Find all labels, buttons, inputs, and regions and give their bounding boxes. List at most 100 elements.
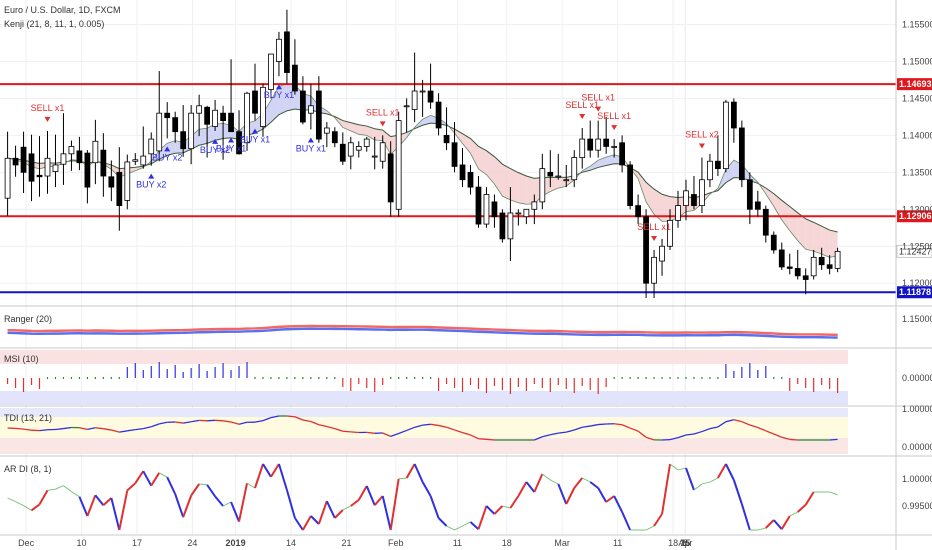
sell-arrow-icon (579, 113, 586, 119)
tdi-mid-zone (0, 417, 848, 438)
sell-arrow-icon (595, 106, 602, 112)
candle-body (715, 160, 721, 170)
sell-signal-label: SELL x1 (597, 111, 631, 121)
tdi-line-segment (390, 432, 399, 437)
tdi-line-segment (191, 419, 200, 423)
candle-body (395, 120, 402, 210)
msi-bar (685, 377, 687, 379)
sell-arrow-icon (379, 121, 386, 127)
indicator-title: Kenji (21, 8, 11, 1, 0.005) (4, 19, 104, 29)
level-badge (897, 210, 932, 223)
kenji-fill-segment (510, 168, 519, 203)
candle-body (507, 212, 514, 240)
kenji-fill-segment (518, 172, 527, 205)
sell-signal-label: SELL x1 (366, 107, 400, 117)
kenji-fill-segment (550, 177, 559, 192)
kenji-fill-segment (159, 143, 168, 160)
tdi-line-segment (127, 429, 136, 432)
ardi-line-segment (126, 482, 136, 492)
kenji-fill-segment (789, 206, 798, 241)
candle-body (810, 256, 817, 277)
ardi-line-segment (285, 489, 296, 519)
candle-body (770, 234, 777, 251)
tdi-line-segment (749, 424, 759, 429)
ardi-line-segment (23, 505, 32, 511)
msi-bar (398, 377, 400, 379)
price-levels: 1.14693 1.12906 1.11878 1.12427 (0, 78, 932, 299)
ardi-line-segment (789, 511, 798, 517)
ardi-line-segment (174, 493, 185, 518)
tdi-line-segment (238, 421, 248, 425)
msi-bar (773, 377, 775, 379)
buy-arrow-icon (252, 128, 259, 134)
ranger-band-line (7, 324, 838, 335)
ardi-line-segment (485, 505, 496, 515)
msi-bar (78, 377, 81, 379)
candle-body (347, 142, 354, 157)
candle-body (276, 38, 282, 62)
ardi-line-segment (206, 484, 216, 497)
tdi-line-segment (765, 430, 775, 435)
candle-body (331, 131, 338, 144)
msi-bar (318, 377, 320, 379)
candle-body (459, 164, 466, 181)
tdi-lower-zone (0, 438, 848, 454)
candle-body (244, 92, 250, 144)
ardi-line-segment (653, 513, 663, 527)
candle-body (204, 106, 210, 125)
tdi-line-segment (534, 436, 543, 441)
x-tick-label: Dec (18, 538, 35, 548)
candle-body (802, 275, 809, 280)
candle-body (762, 208, 769, 236)
tdi-line-segment (398, 429, 407, 435)
candle-body (443, 134, 450, 144)
msi-bar (709, 377, 711, 379)
ardi-line-segment (493, 505, 504, 515)
tdi-line-segment (454, 429, 463, 434)
tdi-line-segment (79, 427, 88, 431)
candle-body (156, 112, 163, 152)
chart-title: Euro / U.S. Dollar, 1D, FXCM (4, 5, 121, 15)
msi-bar (102, 377, 104, 379)
tdi-line-segment (262, 416, 272, 422)
ardi-line-segment (469, 521, 480, 530)
kenji-fill-segment (486, 150, 495, 184)
kenji-fill-segment (654, 189, 663, 222)
ardi-line-segment (398, 477, 407, 480)
ardi-line-segment (262, 463, 272, 478)
msi-bar (118, 377, 120, 379)
x-tick-label: 11 (453, 538, 462, 548)
ardi-line-segment (381, 495, 392, 531)
tdi-line-segment (143, 426, 152, 430)
candle-body (579, 138, 586, 158)
candle-body (738, 127, 745, 181)
kenji-fill-segment (278, 83, 287, 115)
level-label: 1.14693 (899, 79, 932, 89)
candle-body (611, 146, 618, 148)
tdi-line-segment (741, 421, 751, 426)
ardi-line-segment (533, 473, 544, 493)
x-tick-label: 18 (502, 538, 512, 548)
tdi-line-segment (111, 429, 120, 433)
tdi-line-segment (286, 415, 295, 418)
tdi-line-segment (669, 436, 679, 441)
candle-body (555, 175, 562, 178)
tdi-line-segment (558, 431, 567, 434)
tdi-line-segment (478, 438, 487, 440)
candle-body (363, 138, 370, 147)
candle-body (563, 179, 570, 182)
x-tick-label: 24 (187, 538, 197, 548)
candle-body (794, 268, 801, 277)
ardi-line-segment (214, 495, 224, 507)
msi-bar (390, 377, 392, 379)
buy-signal-label: BUY x1 (296, 143, 326, 153)
kenji-fill-segment (797, 212, 806, 250)
tdi-pane-title: TDI (13, 21) (4, 413, 52, 423)
candle-body (403, 105, 410, 108)
candle-body (260, 86, 266, 127)
level-label: 1.12906 (899, 211, 932, 221)
ranger-band-line (7, 327, 838, 338)
candle-body (4, 157, 11, 199)
candle-body (643, 216, 649, 284)
